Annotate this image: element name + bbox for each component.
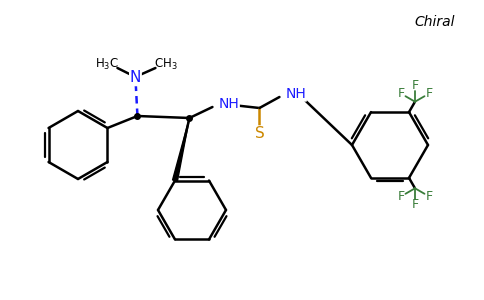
Text: F: F — [425, 87, 432, 100]
Polygon shape — [173, 118, 189, 181]
Text: F: F — [411, 79, 419, 92]
Text: F: F — [425, 190, 432, 203]
Text: H$_3$C: H$_3$C — [95, 56, 120, 71]
Text: S: S — [255, 127, 264, 142]
Text: NH: NH — [218, 97, 239, 111]
Text: N: N — [130, 70, 141, 86]
Text: Chiral: Chiral — [415, 15, 455, 29]
Text: CH$_3$: CH$_3$ — [153, 56, 177, 71]
Text: F: F — [397, 190, 405, 203]
Text: F: F — [397, 87, 405, 100]
Text: NH: NH — [286, 87, 306, 101]
Text: F: F — [411, 198, 419, 211]
